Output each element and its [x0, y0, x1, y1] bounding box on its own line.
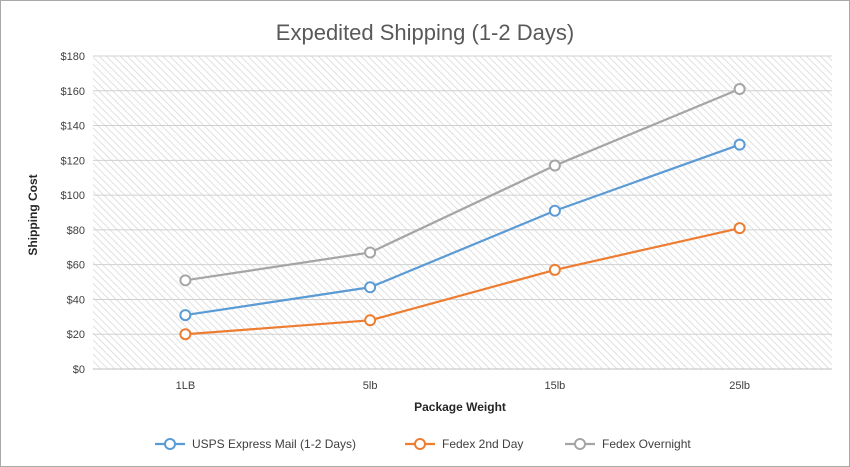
y-tick-label: $160	[61, 86, 85, 98]
chart-title: Expedited Shipping (1-2 Days)	[275, 20, 575, 45]
legend-label: Fedex 2nd Day	[442, 437, 523, 451]
data-point	[364, 246, 377, 259]
data-point	[733, 222, 746, 235]
y-tick-label: $60	[67, 260, 85, 272]
y-tick-label: $40	[67, 294, 85, 306]
data-point	[179, 309, 192, 322]
y-tick-label: $140	[61, 121, 85, 133]
y-tick-label: $0	[73, 364, 85, 376]
data-point	[548, 204, 561, 217]
y-tick-label: $120	[61, 155, 85, 167]
legend-marker	[164, 438, 176, 450]
data-point	[548, 263, 561, 276]
data-point	[733, 138, 746, 151]
legend-marker	[574, 438, 586, 450]
data-point	[364, 281, 377, 294]
legend-label: USPS Express Mail (1-2 Days)	[192, 437, 356, 451]
data-point	[179, 274, 192, 287]
data-point	[179, 328, 192, 341]
y-axis-title: Shipping Cost	[26, 174, 40, 255]
x-axis-title: Package Weight	[414, 400, 506, 414]
data-point	[548, 159, 561, 172]
x-tick-label: 5lb	[363, 380, 378, 392]
series-line	[185, 88, 741, 282]
data-point	[364, 314, 377, 327]
y-tick-label: $100	[61, 190, 85, 202]
series-line	[185, 227, 740, 336]
legend-label: Fedex Overnight	[602, 437, 691, 451]
legend-marker	[414, 438, 426, 450]
data-point	[733, 83, 746, 96]
y-tick-label: $180	[61, 51, 85, 63]
series-line	[185, 143, 740, 317]
x-tick-label: 15lb	[544, 380, 565, 392]
plot-area	[93, 56, 832, 369]
x-tick-label: 25lb	[729, 380, 750, 392]
y-tick-label: $20	[67, 329, 85, 341]
y-tick-label: $80	[67, 225, 85, 237]
x-tick-label: 1LB	[176, 380, 196, 392]
